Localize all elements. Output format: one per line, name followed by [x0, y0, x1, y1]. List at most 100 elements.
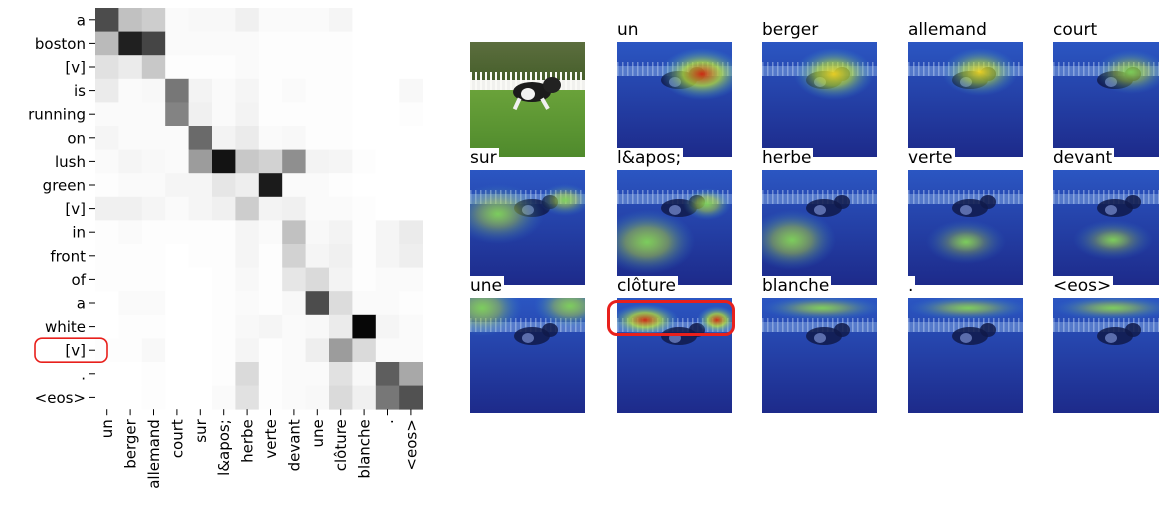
heatmap-cell [375, 31, 400, 56]
heatmap-cell [375, 314, 400, 339]
heatmap-cell [188, 362, 213, 386]
heatmap-cell [258, 385, 283, 410]
heatmap-cell [165, 362, 189, 386]
heatmap-cell [212, 196, 236, 221]
heatmap-cell [305, 314, 330, 339]
heatmap-cell [188, 102, 213, 127]
heatmap-cell [188, 78, 213, 103]
heatmap-cell [235, 314, 260, 339]
tile-word-label: l&apos; [617, 148, 684, 168]
x-tick-label: allemand [145, 419, 163, 489]
tile-word-label: verte [908, 148, 955, 168]
heatmap-cell [188, 385, 213, 410]
attention-map-tile [470, 170, 585, 285]
heatmap-cell [375, 102, 400, 127]
heatmap-cell [95, 173, 119, 198]
heatmap-cell [399, 291, 423, 316]
heatmap-cell [235, 8, 260, 32]
attention-map-tile [1053, 42, 1159, 157]
heatmap-cell [118, 31, 143, 56]
heatmap-cell [95, 267, 119, 292]
row-highlight-box [34, 337, 108, 364]
heatmap-cell [165, 31, 189, 56]
y-tick-label: on [67, 129, 86, 147]
heatmap-cell [141, 267, 166, 292]
heatmap-cell [141, 385, 166, 410]
heatmap-cell [282, 8, 306, 32]
y-tick-label: . [81, 365, 86, 383]
x-tick-label: l&apos; [215, 419, 233, 476]
heatmap-cell [95, 126, 119, 150]
heatmap-cell [399, 149, 423, 174]
heatmap-cell [305, 102, 330, 127]
heatmap-cell [305, 362, 330, 386]
attention-map-tile [617, 170, 732, 285]
heatmap-cell [352, 78, 377, 103]
heatmap-cell [329, 385, 353, 410]
tile-word-label: clôture [617, 276, 678, 296]
heatmap-cell [165, 385, 189, 410]
heatmap-cell [282, 78, 306, 103]
heatmap-cell [95, 291, 119, 316]
y-tick-label: [v] [65, 200, 86, 218]
heatmap-cell [95, 196, 119, 221]
heatmap-cell [165, 126, 189, 150]
heatmap-cell [329, 78, 353, 103]
heatmap-cell [118, 314, 143, 339]
heatmap-cell [305, 220, 330, 245]
heatmap-cell [235, 173, 260, 198]
heatmap-cell [141, 55, 166, 80]
heatmap-cell [352, 149, 377, 174]
heatmap-cell [282, 31, 306, 56]
y-tick-label: <eos> [35, 389, 86, 407]
heatmap-cell [212, 8, 236, 32]
heatmap-cell [329, 314, 353, 339]
y-tick-label: in [72, 224, 86, 242]
tile-word-label: sur [470, 148, 499, 168]
heatmap-cell [399, 244, 423, 268]
attention-map-tile [908, 170, 1023, 285]
heatmap-cell [352, 220, 377, 245]
tile-word-label: court [1053, 20, 1100, 40]
heatmap-cell [95, 78, 119, 103]
heatmap-cell [141, 362, 166, 386]
heatmap-cell [235, 126, 260, 150]
heatmap-cell [305, 126, 330, 150]
heatmap-cell [235, 220, 260, 245]
heatmap-cell [352, 385, 377, 410]
heatmap-cell [212, 173, 236, 198]
y-tick-label: green [43, 177, 86, 195]
heatmap-cell [352, 173, 377, 198]
attention-map-tile [908, 42, 1023, 157]
heatmap-cell [165, 149, 189, 174]
heatmap-cell [141, 126, 166, 150]
heatmap-cell [399, 196, 423, 221]
heatmap-cell [95, 102, 119, 127]
heatmap-cell [141, 244, 166, 268]
heatmap-cell [188, 220, 213, 245]
x-tick-label: herbe [239, 419, 257, 463]
x-tick-label: blanche [356, 419, 374, 478]
heatmap-cell [329, 362, 353, 386]
heatmap-cell [375, 267, 400, 292]
y-tick-label: boston [35, 35, 86, 53]
heatmap-cell [375, 196, 400, 221]
heatmap-cell [305, 338, 330, 363]
heatmap-cell [95, 55, 119, 80]
heatmap-cell [399, 31, 423, 56]
heatmap-cell [95, 8, 119, 32]
heatmap-cell [282, 196, 306, 221]
heatmap-cell [258, 173, 283, 198]
heatmap-cell [95, 220, 119, 245]
heatmap-cell [282, 220, 306, 245]
heatmap-cell [165, 78, 189, 103]
heatmap-cell [352, 196, 377, 221]
heatmap-cell [352, 267, 377, 292]
heatmap-cell [235, 78, 260, 103]
heatmap-cell [352, 362, 377, 386]
heatmap-cell [95, 244, 119, 268]
heatmap-cell [375, 126, 400, 150]
heatmap-cell [235, 55, 260, 80]
heatmap-cell [118, 267, 143, 292]
heatmap-cell [282, 173, 306, 198]
